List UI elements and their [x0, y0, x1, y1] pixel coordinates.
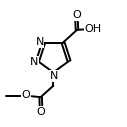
Text: N: N	[35, 37, 44, 47]
Text: O: O	[21, 90, 30, 100]
Text: O: O	[72, 10, 81, 20]
Text: N: N	[50, 71, 58, 81]
Text: OH: OH	[85, 24, 102, 34]
Text: O: O	[37, 107, 45, 117]
Text: N: N	[30, 57, 38, 67]
